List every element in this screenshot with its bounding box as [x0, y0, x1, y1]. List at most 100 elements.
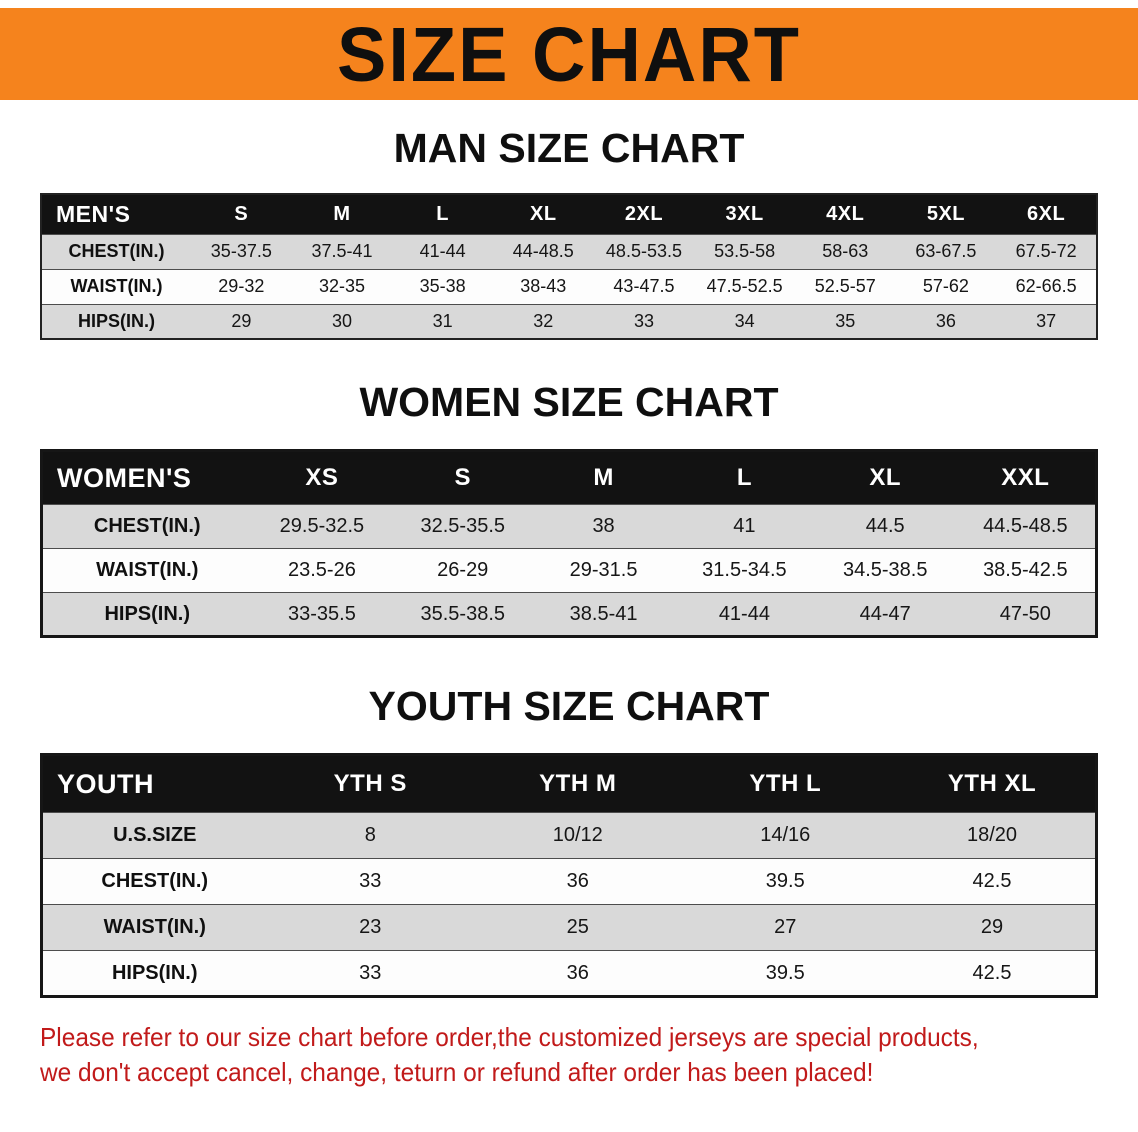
youth-header-row: YOUTH YTH S YTH M YTH L YTH XL: [41, 754, 1097, 813]
size-cell: 29: [231, 310, 252, 331]
youth-chest-row: CHEST(IN.) 33 36 39.5 42.5: [41, 858, 1097, 905]
row-label: WAIST(IN.): [96, 559, 199, 582]
size-cell: 35-38: [419, 276, 466, 297]
column-header: YTH L: [749, 770, 822, 798]
column-header: S: [234, 202, 249, 225]
row-label: WAIST(IN.): [103, 916, 206, 939]
column-header: L: [436, 202, 449, 225]
size-cell: 44.5: [865, 515, 905, 538]
column-header: S: [454, 464, 471, 492]
size-cell: 62-66.5: [1015, 276, 1077, 297]
size-cell: 44.5-48.5: [983, 515, 1068, 538]
column-header: M: [593, 464, 614, 492]
size-cell: 48.5-53.5: [605, 241, 682, 262]
size-cell: 8: [364, 824, 376, 847]
size-cell: 34.5-38.5: [842, 559, 928, 582]
size-cell: 32-35: [318, 276, 365, 297]
row-label: HIPS(IN.): [111, 961, 198, 984]
man-section-heading: MAN SIZE CHART: [393, 125, 745, 171]
youth-size-table: YOUTH YTH S YTH M YTH L YTH XL U.S.SIZE …: [40, 753, 1098, 999]
size-cell: 31.5-34.5: [702, 559, 787, 582]
column-header: XS: [305, 464, 339, 492]
size-cell: 38.5-42.5: [983, 559, 1068, 582]
size-cell: 37.5-41: [311, 241, 373, 262]
size-cell: 53.5-58: [714, 241, 776, 262]
women-hips-row: HIPS(IN.) 33-35.5 35.5-38.5 38.5-41 41-4…: [41, 592, 1097, 637]
row-label: U.S.SIZE: [113, 824, 197, 847]
size-cell: 27: [774, 916, 797, 939]
size-cell: 33: [359, 961, 382, 984]
size-cell: 52.5-57: [814, 276, 876, 297]
women-chest-row: CHEST(IN.) 29.5-32.5 32.5-35.5 38 41 44.…: [41, 504, 1097, 549]
youth-table-title-cell: YOUTH: [57, 768, 154, 799]
size-cell: 47-50: [999, 602, 1051, 625]
women-table-title-cell: WOMEN'S: [57, 462, 192, 493]
column-header: 3XL: [725, 202, 764, 225]
row-label: HIPS(IN.): [104, 602, 191, 625]
men-chest-row: CHEST(IN.) 35-37.5 37.5-41 41-44 44-48.5…: [41, 234, 1097, 270]
size-cell: 18/20: [966, 824, 1018, 847]
size-cell: 44-47: [859, 602, 911, 625]
size-cell: 58-63: [822, 241, 869, 262]
size-cell: 63-67.5: [915, 241, 977, 262]
size-cell: 57-62: [922, 276, 969, 297]
size-cell: 67.5-72: [1015, 241, 1077, 262]
youth-waist-row: WAIST(IN.) 23 25 27 29: [41, 904, 1097, 951]
banner-title: SIZE CHART: [337, 10, 801, 98]
column-header: XXL: [1001, 464, 1050, 492]
women-section-heading: WOMEN SIZE CHART: [359, 379, 779, 426]
size-cell: 32.5-35.5: [420, 515, 505, 538]
column-header: XL: [869, 464, 902, 492]
women-header-row: WOMEN'S XS S M L XL XXL: [41, 450, 1097, 505]
youth-hips-row: HIPS(IN.) 33 36 39.5 42.5: [41, 950, 1097, 997]
size-cell: 29: [980, 916, 1004, 939]
column-header: 5XL: [926, 202, 966, 225]
size-cell: 33: [633, 310, 654, 331]
size-cell: 36: [566, 961, 589, 984]
size-cell: 29.5-32.5: [279, 515, 365, 538]
size-cell: 36: [566, 870, 589, 893]
size-chart-banner: SIZE CHART: [0, 8, 1138, 100]
men-size-table: MEN'S S M L XL 2XL 3XL 4XL 5XL 6XL CHEST…: [40, 193, 1098, 341]
footer-disclaimer-line-1: Please refer to our size chart before or…: [40, 1022, 979, 1053]
size-cell: 42.5: [972, 870, 1012, 893]
size-cell: 36: [935, 310, 956, 331]
column-header: XL: [530, 202, 557, 225]
column-header: L: [736, 464, 752, 492]
men-waist-row: WAIST(IN.) 29-32 32-35 35-38 38-43 43-47…: [41, 269, 1097, 305]
women-waist-row: WAIST(IN.) 23.5-26 26-29 29-31.5 31.5-34…: [41, 548, 1097, 593]
size-cell: 38: [592, 515, 615, 538]
size-cell: 37: [1036, 310, 1057, 331]
column-header: YTH S: [333, 770, 407, 798]
size-cell: 39.5: [765, 870, 805, 893]
size-chart-page: SIZE CHART MAN SIZE CHART MEN'S S M L XL…: [0, 8, 1138, 1090]
row-label: WAIST(IN.): [70, 276, 163, 297]
size-cell: 32: [533, 310, 554, 331]
column-header: YTH M: [539, 770, 617, 798]
men-hips-row: HIPS(IN.) 29 30 31 32 33 34 35 36 37: [41, 304, 1097, 340]
column-header: 6XL: [1027, 202, 1066, 225]
footer-disclaimer: Please refer to our size chart before or…: [40, 1020, 1098, 1090]
row-label: CHEST(IN.): [101, 870, 209, 893]
size-cell: 42.5: [972, 961, 1012, 984]
size-cell: 25: [566, 916, 589, 939]
row-label: CHEST(IN.): [68, 241, 165, 262]
column-header: M: [333, 202, 351, 225]
size-cell: 41-44: [718, 602, 770, 625]
size-cell: 14/16: [760, 824, 811, 847]
size-cell: 41: [733, 515, 756, 538]
size-cell: 31: [432, 310, 453, 331]
youth-section-heading: YOUTH SIZE CHART: [368, 683, 770, 730]
size-cell: 29-31.5: [569, 559, 638, 582]
size-cell: 33-35.5: [287, 602, 356, 625]
size-cell: 38-43: [520, 276, 567, 297]
size-cell: 41-44: [419, 241, 466, 262]
size-cell: 39.5: [765, 961, 805, 984]
size-cell: 29-32: [218, 276, 265, 297]
men-header-row: MEN'S S M L XL 2XL 3XL 4XL 5XL 6XL: [41, 194, 1097, 235]
size-cell: 23.5-26: [287, 559, 356, 582]
row-label: HIPS(IN.): [77, 310, 155, 331]
women-size-table: WOMEN'S XS S M L XL XXL CHEST(IN.) 29.5-…: [40, 449, 1098, 639]
youth-ussize-row: U.S.SIZE 8 10/12 14/16 18/20: [41, 812, 1097, 859]
size-cell: 33: [359, 870, 382, 893]
